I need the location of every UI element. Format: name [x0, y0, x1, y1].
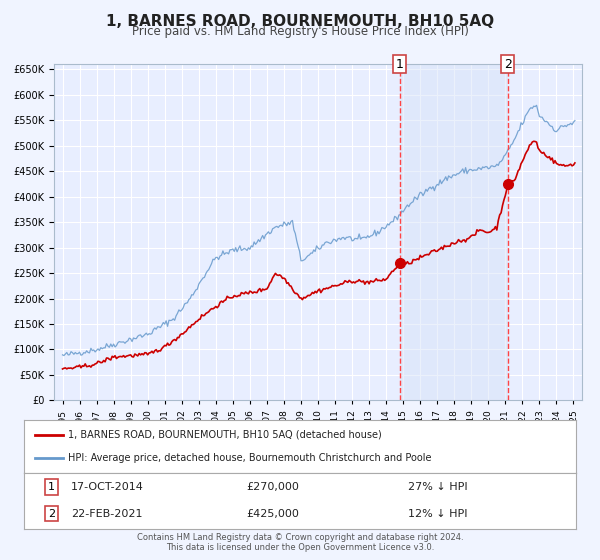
Text: 2: 2 — [48, 508, 55, 519]
Text: 1: 1 — [396, 58, 404, 71]
Text: 27% ↓ HPI: 27% ↓ HPI — [408, 482, 468, 492]
Text: HPI: Average price, detached house, Bournemouth Christchurch and Poole: HPI: Average price, detached house, Bour… — [68, 453, 431, 463]
Text: Contains HM Land Registry data © Crown copyright and database right 2024.: Contains HM Land Registry data © Crown c… — [137, 533, 463, 542]
Text: 12% ↓ HPI: 12% ↓ HPI — [408, 508, 468, 519]
Text: 1, BARNES ROAD, BOURNEMOUTH, BH10 5AQ (detached house): 1, BARNES ROAD, BOURNEMOUTH, BH10 5AQ (d… — [68, 430, 382, 440]
Text: 2: 2 — [504, 58, 512, 71]
Text: Price paid vs. HM Land Registry's House Price Index (HPI): Price paid vs. HM Land Registry's House … — [131, 25, 469, 38]
Text: 1: 1 — [48, 482, 55, 492]
Text: This data is licensed under the Open Government Licence v3.0.: This data is licensed under the Open Gov… — [166, 543, 434, 552]
Text: 1, BARNES ROAD, BOURNEMOUTH, BH10 5AQ: 1, BARNES ROAD, BOURNEMOUTH, BH10 5AQ — [106, 14, 494, 29]
Text: 22-FEB-2021: 22-FEB-2021 — [71, 508, 143, 519]
Bar — [400, 64, 508, 400]
Text: £270,000: £270,000 — [246, 482, 299, 492]
Text: £425,000: £425,000 — [246, 508, 299, 519]
Text: 17-OCT-2014: 17-OCT-2014 — [70, 482, 143, 492]
